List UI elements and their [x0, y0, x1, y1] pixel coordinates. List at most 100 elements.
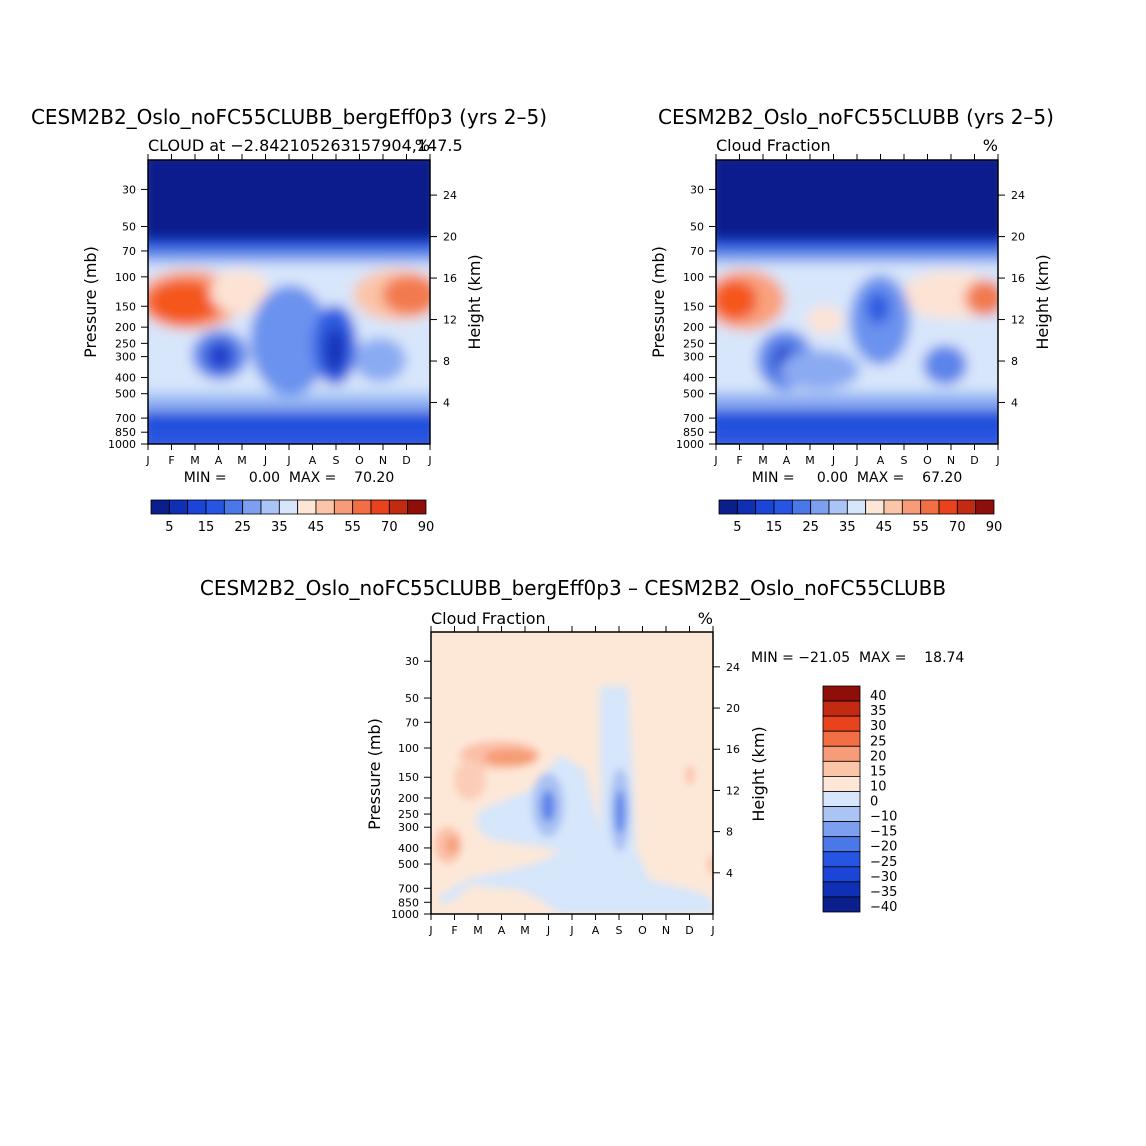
- panel-3-colorbar-label: −15: [870, 825, 897, 840]
- panel-2: CESM2B2_Oslo_noFC55CLUBB (yrs 2–5) Cloud…: [649, 105, 1054, 535]
- panel-2-ytick-label: 50: [690, 221, 704, 234]
- panel-2-y2tick-label: 8: [1011, 355, 1018, 368]
- panel-2-colorbar-swatch: [956, 499, 977, 515]
- panel-2-colorbar-swatch: [883, 499, 903, 515]
- panel-3-units: %: [698, 609, 713, 628]
- panel-2-ytick-label: 150: [683, 300, 704, 313]
- panel-3-ytick-label: 100: [398, 742, 419, 755]
- panel-3-y2tick-label: 24: [726, 661, 740, 674]
- panel-3-contours: [431, 632, 713, 914]
- panel-2-ytick-label: 200: [683, 321, 704, 334]
- panel-3-colorbar-swatch: [822, 760, 861, 777]
- panel-1-xtick-label: J: [427, 454, 431, 467]
- panel-1-xtick-label: O: [355, 454, 364, 467]
- panel-2-y2tick-label: 12: [1011, 314, 1025, 327]
- panel-1-ylabel: Pressure (mb): [81, 246, 100, 358]
- panel-3-colorbar-swatch: [822, 866, 861, 883]
- panel-2-y2tick-label: 4: [1011, 397, 1018, 410]
- panel-1-xtick-label: M: [190, 454, 200, 467]
- panel-1-colorbar-swatch: [352, 499, 372, 515]
- panel-3-y2label: Height (km): [749, 726, 768, 821]
- panel-1-ytick-label: 200: [115, 321, 136, 334]
- panel-3-ytick-label: 1000: [391, 908, 419, 921]
- panel-1-ytick-label: 300: [115, 351, 136, 364]
- panel-1-y2tick-label: 12: [443, 314, 457, 327]
- panel-2-colorbar-label: 15: [766, 520, 783, 535]
- panel-1-xtick-label: N: [379, 454, 387, 467]
- panel-2-colorbar-label: 90: [986, 520, 1003, 535]
- panel-3-xtick-label: A: [498, 924, 506, 937]
- panel-1-ytick-label: 500: [115, 388, 136, 401]
- panel-2-ytick-label: 1000: [676, 438, 704, 451]
- panel-2-xtick-label: N: [947, 454, 955, 467]
- panel-2-colorbar-swatch: [846, 499, 867, 515]
- panel-2-colorbar-swatch: [791, 499, 812, 515]
- panel-2-colorbar-swatch: [773, 499, 793, 515]
- panel-3-xtick-label: J: [546, 924, 550, 937]
- panel-2-colorbar: 5 15 25 35 45 55 70 90: [718, 499, 1003, 535]
- panel-2-contours: [716, 160, 998, 444]
- panel-2-xtick-label: J: [831, 454, 835, 467]
- panel-3-ytick-label: 300: [398, 821, 419, 834]
- panel-3-xtick-label: N: [662, 924, 670, 937]
- panel-3-xtick-label: O: [638, 924, 647, 937]
- panel-1-y2tick-label: 20: [443, 231, 457, 244]
- panel-2-xtick-label: D: [970, 454, 978, 467]
- panel-3-xtick-label: S: [616, 924, 623, 937]
- panel-2-colorbar-label: 45: [876, 520, 893, 535]
- panel-3-y2tick-label: 16: [726, 743, 740, 756]
- panel-1-y2label: Height (km): [465, 254, 484, 349]
- panel-2-colorbar-label: 5: [733, 520, 741, 535]
- panel-2-xtick-label: A: [783, 454, 791, 467]
- panel-1-colorbar: 5 15 25 35 45 55 70 90: [150, 499, 435, 535]
- panel-1-xtick-label: A: [309, 454, 317, 467]
- panel-3-y2tick-label: 8: [726, 826, 733, 839]
- panel-1-ytick-label: 1000: [108, 438, 136, 451]
- panel-1-colorbar-label: 35: [271, 520, 288, 535]
- panel-3-xtick-label: M: [473, 924, 483, 937]
- panel-2-y2tick-label: 20: [1011, 231, 1025, 244]
- panel-3-ylabel: Pressure (mb): [365, 718, 384, 830]
- panel-3-colorbar-label: 25: [870, 734, 887, 749]
- panel-2-ytick-label: 700: [683, 412, 704, 425]
- panel-3-colorbar-swatch: [822, 715, 861, 732]
- panel-3-colorbar-label: 15: [870, 764, 887, 779]
- panel-3-xtick-label: D: [685, 924, 693, 937]
- panel-1-colorbar-swatch: [315, 499, 335, 515]
- panel-1-colorbar-label: 5: [165, 520, 173, 535]
- panel-1-ytick-label: 50: [122, 221, 136, 234]
- panel-1-colorbar-label: 55: [344, 520, 361, 535]
- panel-1-colorbar-swatch: [205, 499, 225, 515]
- panel-3-stats: MIN = −21.05 MAX = 18.74: [751, 650, 964, 666]
- panel-3-colorbar-swatch: [822, 700, 861, 717]
- panel-2-colorbar-label: 70: [949, 520, 966, 535]
- panel-2-colorbar-swatch: [718, 499, 738, 515]
- panel-1-colorbar-label: 90: [418, 520, 435, 535]
- panel-3-subtitle: Cloud Fraction: [431, 609, 546, 628]
- panel-2-stats: MIN = 0.00 MAX = 67.20: [752, 470, 963, 486]
- panel-1-ytick-label: 250: [115, 337, 136, 350]
- panel-2-colorbar-swatch: [736, 499, 757, 515]
- panel-2-ytick-label: 250: [683, 337, 704, 350]
- panel-2-ylabel: Pressure (mb): [649, 246, 668, 358]
- panel-3-colorbar-swatch: [822, 836, 861, 853]
- panel-1-y2tick-label: 8: [443, 355, 450, 368]
- panel-3-ytick-label: 850: [398, 896, 419, 909]
- panel-1-colorbar-label: 45: [308, 520, 325, 535]
- panel-2-colorbar-label: 25: [802, 520, 819, 535]
- panel-3-colorbar-label: −20: [870, 840, 897, 855]
- panel-3-xtick-label: J: [569, 924, 573, 937]
- panel-2-colorbar-swatch: [755, 499, 775, 515]
- panel-2-title: CESM2B2_Oslo_noFC55CLUBB (yrs 2–5): [658, 105, 1054, 129]
- panel-2-subtitle: Cloud Fraction: [716, 136, 831, 155]
- panel-3-ytick-label: 700: [398, 882, 419, 895]
- panel-1-units: %: [415, 136, 430, 155]
- panel-3-colorbar-swatch: [822, 806, 861, 822]
- panel-1-colorbar-swatch: [187, 499, 207, 515]
- panel-2-xtick-label: J: [713, 454, 717, 467]
- panel-1-xtick-label: J: [286, 454, 290, 467]
- panel-2-xtick-label: J: [995, 454, 999, 467]
- panel-1-ytick-label: 700: [115, 412, 136, 425]
- panel-2-y2tick-label: 16: [1011, 272, 1025, 285]
